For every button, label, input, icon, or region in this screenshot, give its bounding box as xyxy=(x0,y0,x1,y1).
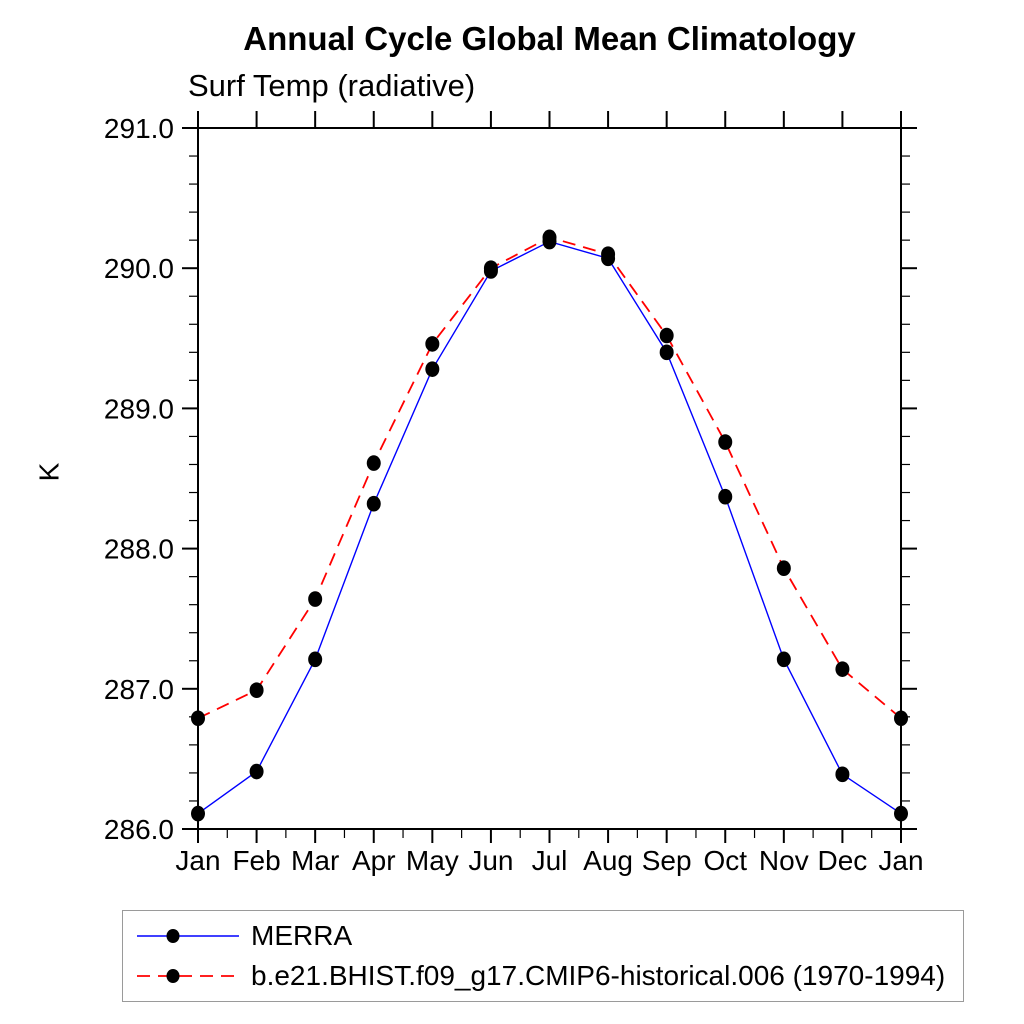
legend-label: b.e21.BHIST.f09_g17.CMIP6-historical.006… xyxy=(251,960,946,991)
legend-sample-marker xyxy=(166,929,180,943)
y-tick-label: 287.0 xyxy=(104,674,174,705)
data-point-marker xyxy=(425,336,440,352)
data-point-marker xyxy=(894,710,908,727)
legend-item-model: b.e21.BHIST.f09_g17.CMIP6-historical.006… xyxy=(135,956,963,996)
data-point-marker xyxy=(776,651,791,668)
data-point-marker xyxy=(659,327,674,344)
data-point-marker xyxy=(191,805,205,822)
y-tick-label: 288.0 xyxy=(104,534,174,565)
data-point-marker xyxy=(249,763,264,780)
x-tick-label: Sep xyxy=(642,845,692,876)
data-point-marker xyxy=(718,434,733,450)
series-line-1 xyxy=(197,236,902,720)
x-tick-label: Jun xyxy=(468,845,513,876)
data-point-marker xyxy=(894,805,908,822)
legend-label: MERRA xyxy=(251,920,353,951)
series-markers-0 xyxy=(191,233,908,822)
data-point-marker xyxy=(835,661,850,677)
data-point-marker xyxy=(366,495,381,512)
y-tick-label: 289.0 xyxy=(104,393,174,424)
chart-title: Annual Cycle Global Mean Climatology xyxy=(243,20,856,57)
legend-item-merra: MERRA xyxy=(135,916,963,956)
legend-sample-marker xyxy=(166,969,180,983)
legend: MERRA b.e21.BHIST.f09_g17.CMIP6-historic… xyxy=(122,910,964,1002)
data-point-marker xyxy=(308,651,323,668)
data-point-marker xyxy=(483,260,498,277)
y-tick-label: 286.0 xyxy=(104,814,174,845)
series-line-0 xyxy=(197,240,902,815)
y-tick-label: 290.0 xyxy=(104,253,174,284)
data-point-marker xyxy=(425,361,440,377)
x-tick-label: Mar xyxy=(291,845,339,876)
x-tick-label: Jan xyxy=(175,845,220,876)
y-tick-label: 291.0 xyxy=(104,113,174,144)
data-point-marker xyxy=(542,229,557,246)
legend-line-sample-dashed-icon xyxy=(137,969,239,983)
data-point-marker xyxy=(366,455,381,471)
y-axis-ticks: 286.0 287.0 288.0 289.0 290.0 291.0 xyxy=(104,113,917,845)
data-point-marker xyxy=(601,246,616,262)
x-tick-label: Jul xyxy=(532,845,568,876)
data-point-marker xyxy=(191,710,205,727)
x-tick-label: Apr xyxy=(352,845,396,876)
x-tick-label: Oct xyxy=(703,845,747,876)
data-point-marker xyxy=(776,560,791,577)
data-point-marker xyxy=(308,591,323,607)
legend-line-sample-solid-icon xyxy=(137,929,239,943)
data-point-marker xyxy=(249,682,264,699)
x-tick-label: Dec xyxy=(818,845,868,876)
y-axis-label: K xyxy=(33,462,65,482)
x-tick-label: Jan xyxy=(878,845,923,876)
data-point-marker xyxy=(659,344,674,361)
x-tick-label: Feb xyxy=(232,845,280,876)
x-tick-label: Nov xyxy=(759,845,809,876)
x-tick-label: May xyxy=(406,845,459,876)
x-axis-ticks: Jan Feb Mar Apr May Jun Jul Aug Sep Oct Nov Dec Jan xyxy=(175,111,924,876)
data-point-marker xyxy=(718,488,733,505)
chart-subtitle: Surf Temp (radiative) xyxy=(188,68,476,103)
data-point-marker xyxy=(835,766,850,783)
x-tick-label: Aug xyxy=(583,845,633,876)
series-markers-1 xyxy=(191,229,908,727)
